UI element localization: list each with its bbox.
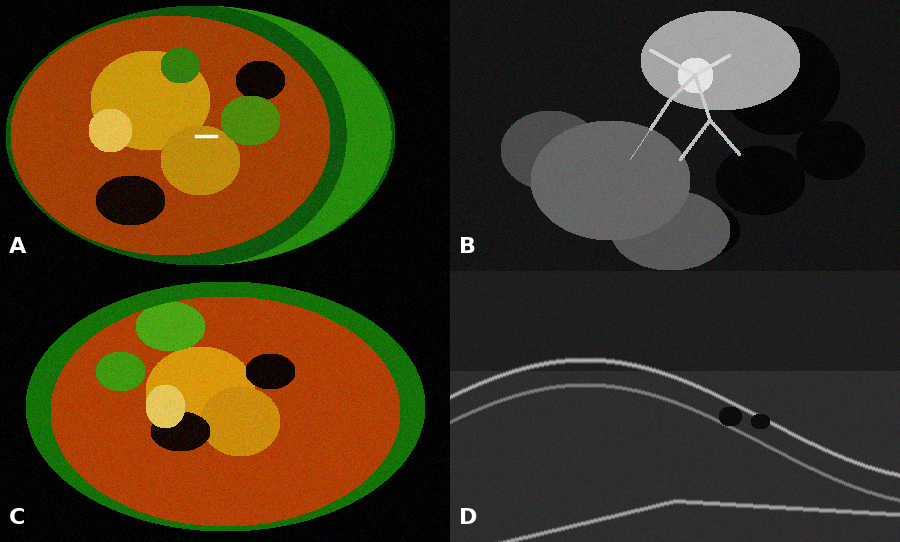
- Text: C: C: [9, 508, 25, 528]
- Text: B: B: [459, 237, 476, 257]
- Text: D: D: [459, 508, 477, 528]
- Text: A: A: [9, 237, 26, 257]
